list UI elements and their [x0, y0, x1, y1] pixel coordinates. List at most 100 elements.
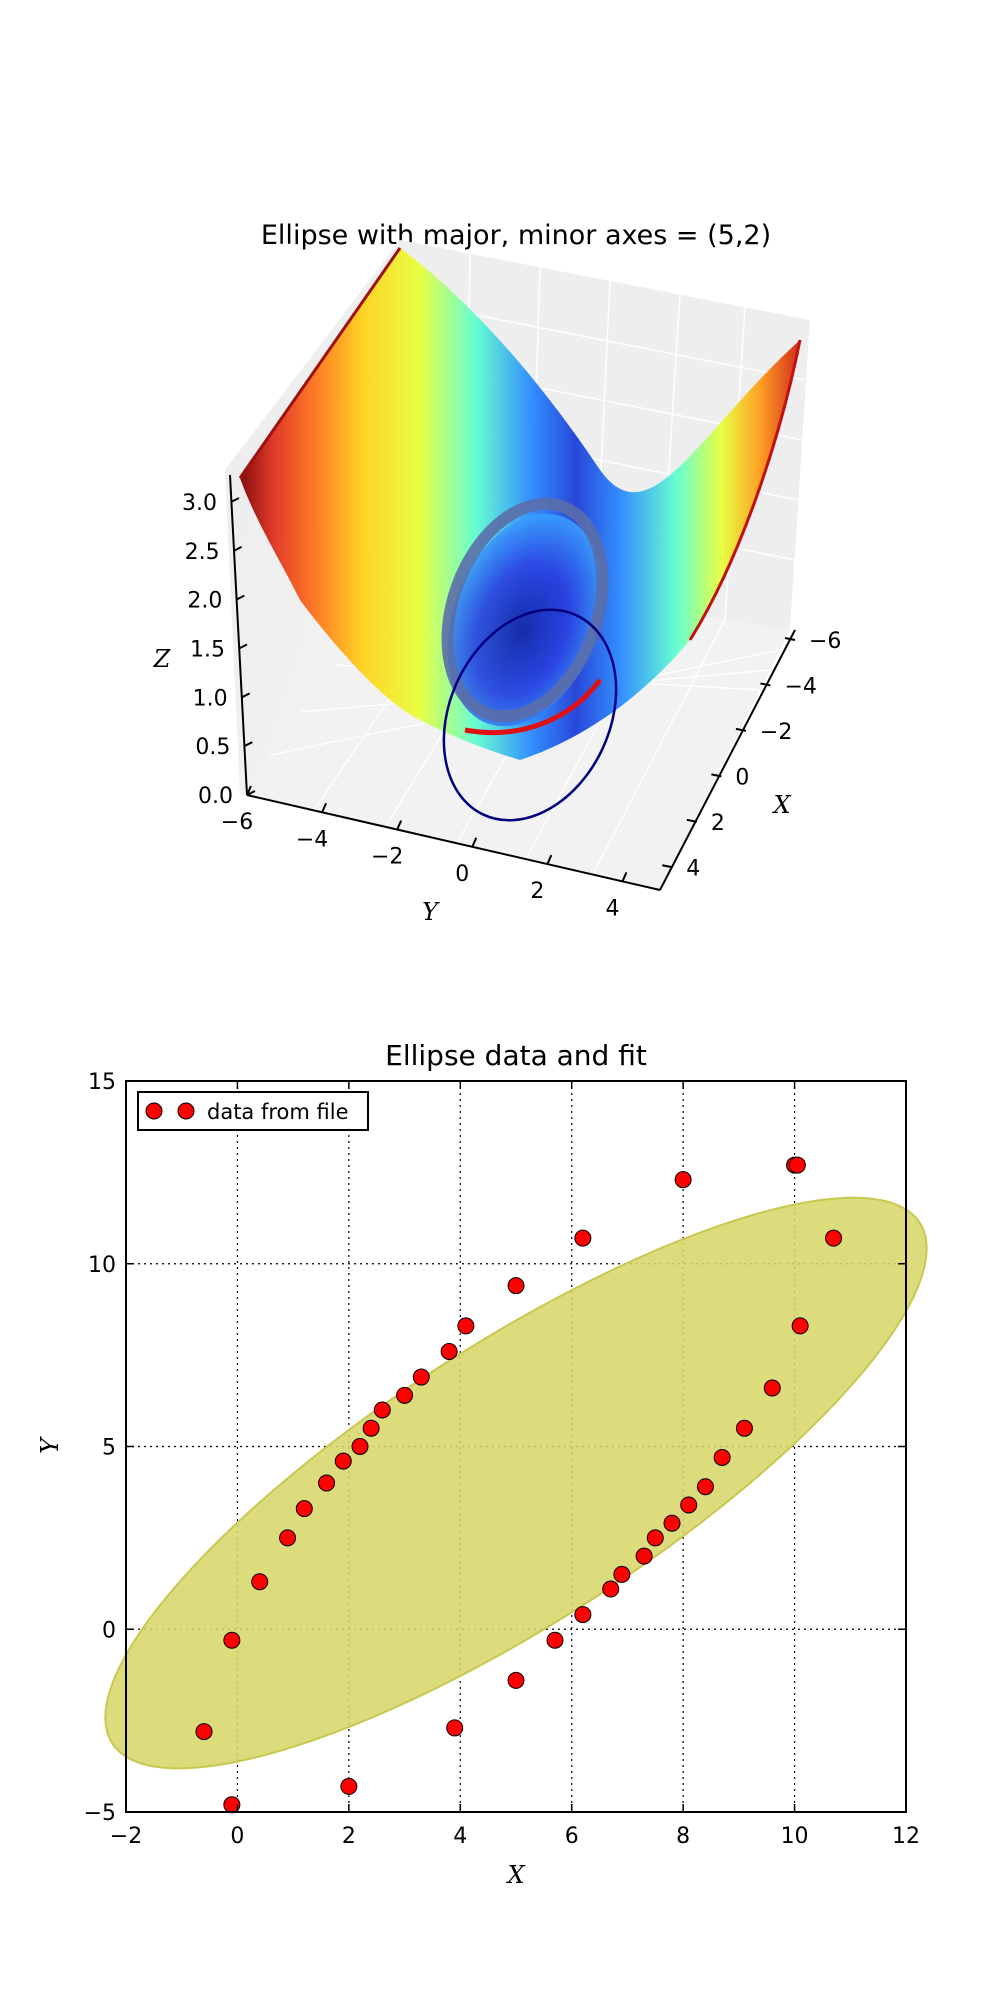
- data-point: [825, 1229, 843, 1247]
- y-tick-label: 2: [530, 879, 544, 904]
- data-point: [373, 1401, 391, 1419]
- legend-marker: [145, 1102, 163, 1120]
- data-point: [318, 1474, 336, 1492]
- axis-lines-3d: [229, 474, 796, 891]
- data-point: [788, 1156, 806, 1174]
- z-tick-mark: [235, 594, 245, 601]
- data-point: [696, 1478, 714, 1496]
- data-point: [646, 1529, 664, 1547]
- data-point: [680, 1496, 698, 1514]
- legend-box: [137, 1091, 369, 1131]
- surface: [238, 247, 802, 822]
- data-points: [195, 1156, 843, 1814]
- data-point: [574, 1606, 592, 1624]
- legend: data from file: [137, 1091, 369, 1131]
- data-point: [635, 1547, 653, 1565]
- x-tick-mark: [711, 773, 722, 778]
- data-point: [735, 1419, 753, 1437]
- data-point: [334, 1452, 352, 1470]
- data-point: [507, 1671, 525, 1689]
- x-tick-label: 6: [565, 1824, 579, 1849]
- y-tick-label: −6: [221, 810, 253, 835]
- legend-marker: [177, 1102, 195, 1120]
- data-point: [351, 1438, 369, 1455]
- z-tick-label: 2.5: [185, 540, 220, 565]
- surface-plot-3d: Ellipse with major, minor axes = (5,2): [153, 220, 842, 926]
- ticks-2d: −2 0 2 4 6 8 10 12 −5 0 5 10 15: [84, 1070, 920, 1849]
- y-tick-label: −2: [371, 845, 403, 870]
- data-point: [279, 1529, 297, 1547]
- data-point: [362, 1419, 380, 1437]
- z-axis-label: Z: [153, 645, 172, 673]
- y-tick-mark: [321, 802, 328, 813]
- y-tick-mark: [246, 785, 252, 796]
- z-tick-label: 1.0: [193, 686, 228, 711]
- x-tick-label: 8: [676, 1824, 690, 1849]
- data-point: [602, 1580, 620, 1598]
- surface-left-edge: [238, 247, 402, 479]
- scatter-plot-2d: Ellipse data and fit −2 0 2 4 6 8 10 12 −5 0 5 10 15…: [36, 1039, 928, 1889]
- y-axis-line: [246, 794, 661, 891]
- z-tick-mark: [241, 692, 251, 699]
- x-tick-mark: [784, 637, 796, 641]
- y-tick-label: −4: [296, 827, 328, 852]
- x-axis-label: X: [505, 1861, 525, 1889]
- z-tick-label: 1.5: [190, 638, 225, 663]
- x-axis-label-3d: X: [771, 791, 791, 819]
- data-point: [507, 1277, 525, 1295]
- x-tick-label: 2: [342, 1824, 356, 1849]
- data-point: [713, 1448, 731, 1466]
- data-point: [457, 1317, 475, 1335]
- data-point: [674, 1171, 692, 1189]
- y-tick-mark: [396, 820, 403, 830]
- z-tick-mark: [243, 741, 253, 748]
- y-tick-label: −5: [84, 1801, 116, 1826]
- x-tick-label: 4: [453, 1824, 467, 1849]
- x-tick-label: −4: [784, 674, 816, 699]
- data-point: [763, 1379, 781, 1397]
- x-tick-mark: [760, 682, 771, 687]
- x-tick-label: −2: [760, 720, 792, 745]
- y-tick-mark: [471, 837, 478, 848]
- y-tick-mark: [621, 871, 628, 882]
- legend-label: data from file: [207, 1100, 349, 1124]
- data-point: [446, 1719, 464, 1737]
- z-tick-mark: [238, 643, 248, 650]
- z-tick-mark: [230, 497, 240, 503]
- data-point: [223, 1631, 241, 1649]
- y-tick-label: 10: [88, 1253, 116, 1278]
- x-axis-line: [659, 629, 796, 891]
- x-tick-label: 0: [230, 1824, 244, 1849]
- x-tick-label: 2: [711, 811, 725, 836]
- y-tick-mark: [546, 854, 553, 865]
- data-point: [295, 1500, 313, 1518]
- y-tick-label: 15: [88, 1070, 116, 1095]
- x-tick-mark: [735, 727, 747, 732]
- y-tick-label: 0: [102, 1618, 116, 1643]
- y-tick-label: 5: [102, 1436, 116, 1461]
- data-point: [440, 1342, 458, 1360]
- data-point: [791, 1317, 809, 1335]
- x-tick-label: 12: [892, 1824, 920, 1849]
- surface-bowl: [447, 513, 603, 727]
- z-tick-label: 2.0: [187, 589, 222, 614]
- ellipse-projection: [442, 608, 618, 822]
- data-point: [613, 1565, 631, 1583]
- data-point: [195, 1723, 213, 1741]
- data-point: [251, 1573, 269, 1591]
- x-tick-label: −6: [809, 629, 841, 654]
- x-tick-mark: [662, 864, 673, 869]
- data-point: [412, 1368, 430, 1386]
- ellipse-on-surface: [441, 497, 609, 723]
- y-tick-label: 0: [455, 862, 469, 887]
- data-point: [546, 1631, 564, 1649]
- z-axis-line: [229, 474, 248, 796]
- scatter-plot-title: Ellipse data and fit: [385, 1039, 647, 1072]
- x-tick-label: 4: [686, 856, 700, 881]
- surface-right-edge: [688, 339, 802, 641]
- x-tick-label: 0: [735, 765, 749, 790]
- y-axis-label: Y: [36, 1436, 64, 1454]
- data-point: [396, 1386, 414, 1404]
